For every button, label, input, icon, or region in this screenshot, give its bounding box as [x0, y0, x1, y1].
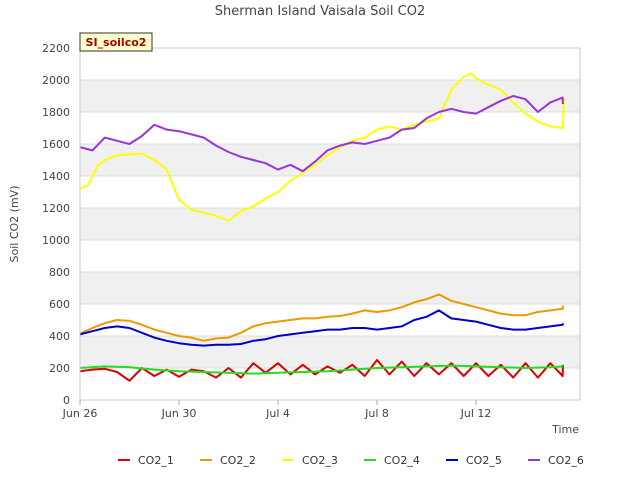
x-tick-label: Jun 30 — [161, 407, 197, 420]
y-tick-label: 1600 — [42, 138, 70, 151]
legend-label: CO2_5 — [466, 454, 502, 467]
plot-band — [80, 272, 580, 304]
plot-band — [80, 304, 580, 336]
y-tick-label: 2000 — [42, 74, 70, 87]
series-layer — [79, 72, 565, 382]
series-line-co2-2 — [79, 293, 564, 342]
y-tick-label: 1200 — [42, 202, 70, 215]
y-axis-label: Soil CO2 (mV) — [8, 186, 21, 263]
x-tick-label: Jul 8 — [364, 407, 389, 420]
y-tick-label: 1800 — [42, 106, 70, 119]
y-tick-label: 400 — [49, 330, 70, 343]
x-tick-label: Jul 12 — [460, 407, 492, 420]
plot-band — [80, 240, 580, 272]
station-badge: SI_soilco2 — [79, 32, 153, 52]
x-axis-ticks: Jun 26 Jun 30 Jul 4 Jul 8 Jul 12 — [62, 400, 492, 420]
legend-label: CO2_4 — [384, 454, 420, 467]
plot-band — [80, 48, 580, 80]
x-axis-label: Time — [551, 423, 579, 436]
y-axis-ticks: 0 200 400 600 800 1000 1200 1400 1600 1800 2000 220… — [42, 42, 70, 407]
plot-frame — [79, 47, 581, 401]
y-tick-label: 200 — [49, 362, 70, 375]
plot-band — [80, 80, 580, 112]
y-tick-label: 600 — [49, 298, 70, 311]
legend-label: CO2_3 — [302, 454, 338, 467]
plot-band — [80, 208, 580, 240]
series-line-co2-4 — [79, 364, 563, 375]
y-tick-label: 1400 — [42, 170, 70, 183]
plot-band — [80, 336, 580, 368]
plot-band — [80, 368, 580, 400]
plot-background — [80, 48, 580, 400]
x-tick-label: Jun 26 — [62, 407, 98, 420]
y-tick-label: 1000 — [42, 234, 70, 247]
legend-label: CO2_6 — [548, 454, 584, 467]
legend-label: CO2_1 — [138, 454, 174, 467]
plot-band — [80, 176, 580, 208]
series-line-co2-3 — [79, 72, 565, 222]
chart-title: Sherman Island Vaisala Soil CO2 — [215, 4, 425, 19]
series-line-co2-1 — [79, 359, 564, 382]
y-tick-label: 2200 — [42, 42, 70, 55]
plot-band — [80, 112, 580, 144]
series-line-co2-5 — [79, 309, 564, 347]
y-tick-label: 0 — [63, 394, 70, 407]
x-tick-label: Jul 4 — [265, 407, 290, 420]
legend-label: CO2_2 — [220, 454, 256, 467]
station-badge-label: SI_soilco2 — [86, 36, 147, 49]
series-line-co2-6 — [79, 95, 564, 173]
legend: CO2_1 CO2_2 CO2_3 CO2_4 CO2_5 CO2_6 — [118, 454, 584, 467]
y-tick-label: 800 — [49, 266, 70, 279]
